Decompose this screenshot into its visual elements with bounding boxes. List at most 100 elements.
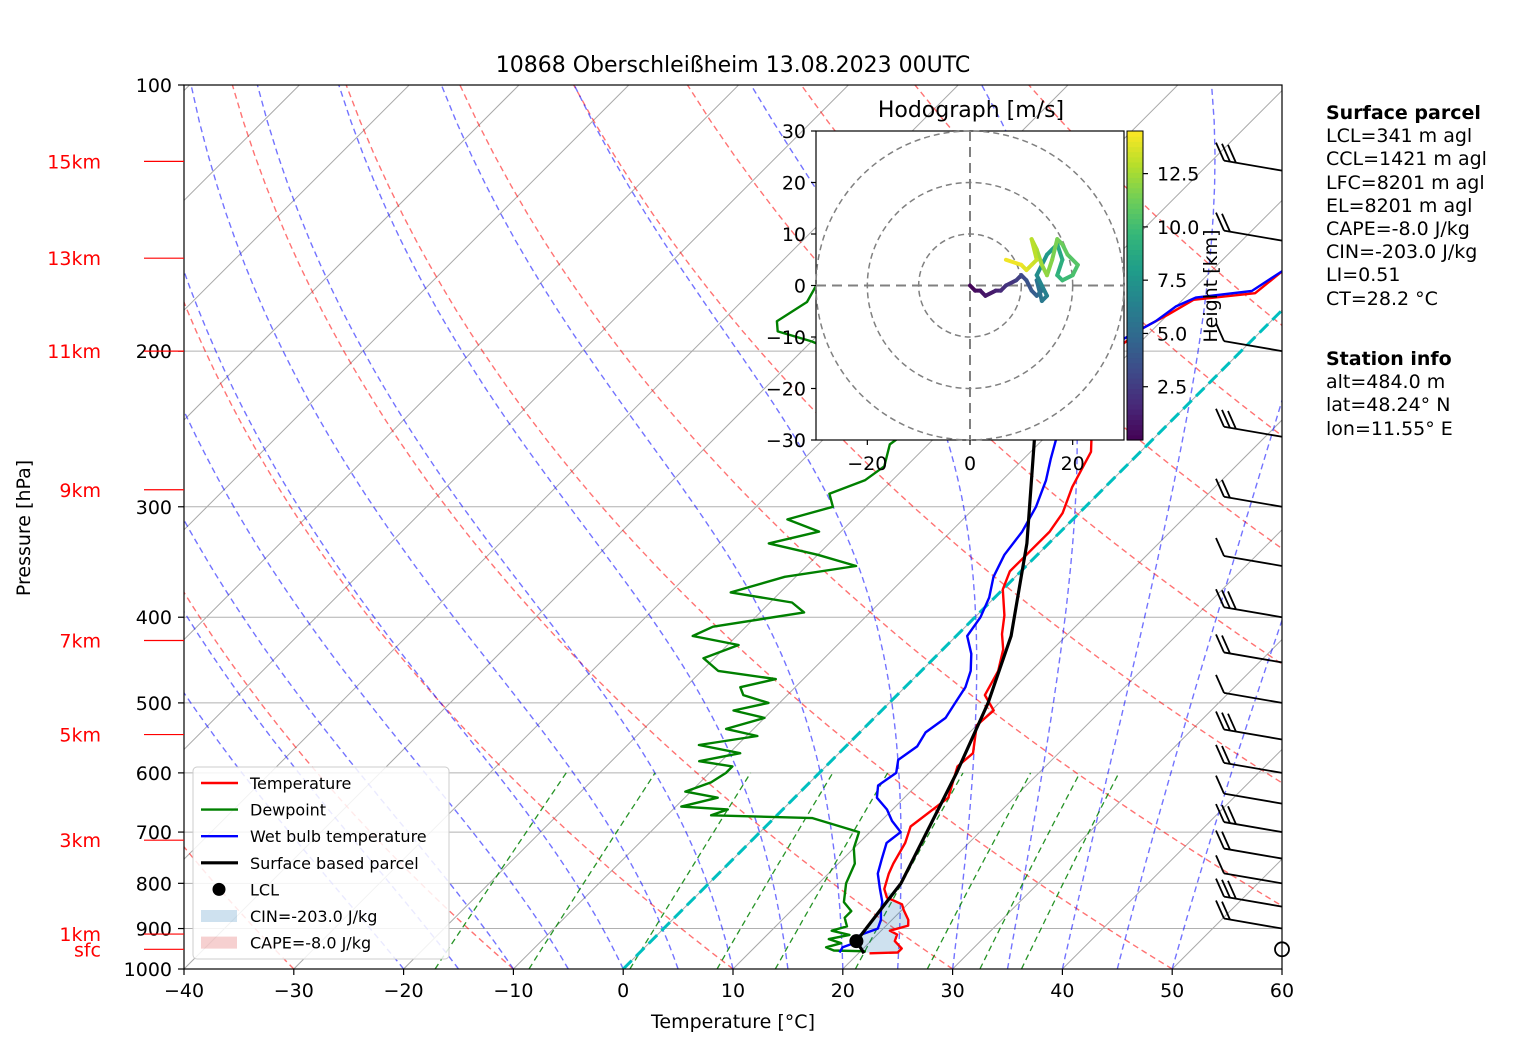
mixing-ratio-line <box>629 772 752 969</box>
legend-swatch <box>201 910 237 922</box>
x-tick-label: −10 <box>493 980 533 1002</box>
hodograph-y-tick-label: 30 <box>782 121 806 143</box>
legend-swatch <box>212 882 226 896</box>
wind-barb <box>1215 322 1283 352</box>
colorbar-tick-label: 12.5 <box>1157 164 1199 186</box>
colorbar-cell <box>1127 388 1143 395</box>
wind-barb <box>1215 711 1283 741</box>
mixing-ratio-line <box>528 772 656 969</box>
hodograph-segment <box>1055 242 1065 262</box>
colorbar-cell <box>1127 290 1143 297</box>
moist-adiabat <box>338 85 789 969</box>
y-axis-label: Pressure [hPa] <box>13 460 35 596</box>
colorbar-label: Height [km] <box>1200 229 1222 342</box>
colorbar-cell <box>1127 161 1143 168</box>
wind-barb-staff <box>1223 651 1283 664</box>
isotherm-line <box>952 638 1282 969</box>
isotherm-line <box>184 85 739 641</box>
colorbar-cell <box>1127 146 1143 153</box>
legend-label: Wet bulb temperature <box>250 827 427 846</box>
colorbar-cell <box>1127 403 1143 410</box>
hodograph-y-tick-label: 10 <box>782 224 806 246</box>
wind-barb-staff <box>1223 728 1283 741</box>
legend-label: CAPE=-8.0 J/kg <box>250 934 371 953</box>
wind-barb-flag <box>1221 901 1231 921</box>
surface-parcel-panel: Surface parcel LCL=341 m agl CCL=1421 m … <box>1326 102 1487 311</box>
colorbar-cell <box>1127 326 1143 333</box>
wind-barb-flag <box>1215 408 1225 428</box>
surface-line: LI=0.51 <box>1326 264 1401 287</box>
isotherm-line <box>842 529 1282 969</box>
legend-label: Surface based parcel <box>250 854 419 873</box>
x-tick-label: 40 <box>1050 980 1074 1002</box>
moist-adiabat <box>184 518 514 969</box>
surface-line: LCL=341 m agl <box>1326 125 1473 148</box>
wind-barb-flag <box>1221 745 1231 765</box>
wind-barb-flag <box>1227 805 1237 825</box>
colorbar-cell <box>1127 270 1143 276</box>
x-tick-label: 20 <box>831 980 855 1002</box>
wind-barb <box>1215 830 1283 860</box>
height-label: 3km <box>59 830 101 852</box>
colorbar-cell <box>1127 306 1143 312</box>
colorbar-cell <box>1127 373 1143 379</box>
mixing-ratio-line <box>854 772 964 969</box>
isotherm-line <box>1062 748 1282 969</box>
wind-barb-flag <box>1215 711 1225 730</box>
wind-barb-flag <box>1215 830 1225 849</box>
colorbar-cell <box>1127 197 1143 204</box>
colorbar-cell <box>1127 208 1143 214</box>
chart-title: 10868 Oberschleißheim 13.08.2023 00UTC <box>496 53 971 78</box>
colorbar-cell <box>1127 419 1143 426</box>
wind-barb-flag <box>1215 878 1225 897</box>
height-label: 11km <box>47 341 101 363</box>
wind-barb-staff <box>1223 425 1283 438</box>
colorbar-cell <box>1127 409 1143 415</box>
wind-barb <box>1215 212 1283 242</box>
wind-barb-flag <box>1215 744 1225 764</box>
x-tick-label: −20 <box>384 980 424 1002</box>
colorbar-cell <box>1127 367 1143 374</box>
height-label: 7km <box>59 630 101 652</box>
wind-barb-flag <box>1215 803 1225 823</box>
x-tick-label: −30 <box>274 980 314 1002</box>
station-line: lon=11.55° E <box>1326 417 1453 440</box>
moist-adiabat <box>981 85 1078 969</box>
wind-barb-staff <box>1223 606 1283 619</box>
wind-barb <box>1215 408 1283 438</box>
x-tick-label: 60 <box>1270 980 1294 1002</box>
colorbar-cell <box>1127 280 1143 287</box>
hodograph-segment <box>1065 252 1080 267</box>
colorbar-cell <box>1127 378 1143 384</box>
colorbar-cell <box>1127 259 1143 266</box>
colorbar-cell <box>1127 131 1143 137</box>
hodograph-x-tick-label: 0 <box>964 453 976 475</box>
surface-line: CAPE=-8.0 J/kg <box>1326 218 1470 241</box>
isotherm-line <box>513 199 1282 969</box>
colorbar-cell <box>1127 223 1143 230</box>
isotherm-line <box>184 85 849 751</box>
moist-adiabat <box>184 269 624 969</box>
colorbar-cell <box>1127 151 1143 158</box>
hodograph-segment <box>1034 278 1044 303</box>
station-line: lat=48.24° N <box>1326 394 1451 417</box>
legend-label: Temperature <box>249 774 351 793</box>
isotherm-line <box>732 419 1282 969</box>
wind-barb-staff <box>1223 692 1283 704</box>
moist-adiabat <box>184 610 460 969</box>
wind-barb <box>1215 142 1283 172</box>
hodograph-y-tick-label: −20 <box>766 379 806 401</box>
wind-barb-flag <box>1221 479 1231 499</box>
wind-barb-flag <box>1215 478 1225 498</box>
y-tick-label: 1000 <box>124 959 172 981</box>
wind-barb <box>1215 674 1283 704</box>
height-label: 13km <box>47 248 101 270</box>
colorbar-cell <box>1127 434 1143 441</box>
wind-barb-flag <box>1221 879 1231 899</box>
height-label: 15km <box>47 151 101 173</box>
hodograph-segment <box>1034 247 1044 267</box>
colorbar-cell <box>1127 249 1143 256</box>
hodograph-y-tick-label: 0 <box>794 276 806 298</box>
colorbar-cell <box>1127 244 1143 251</box>
